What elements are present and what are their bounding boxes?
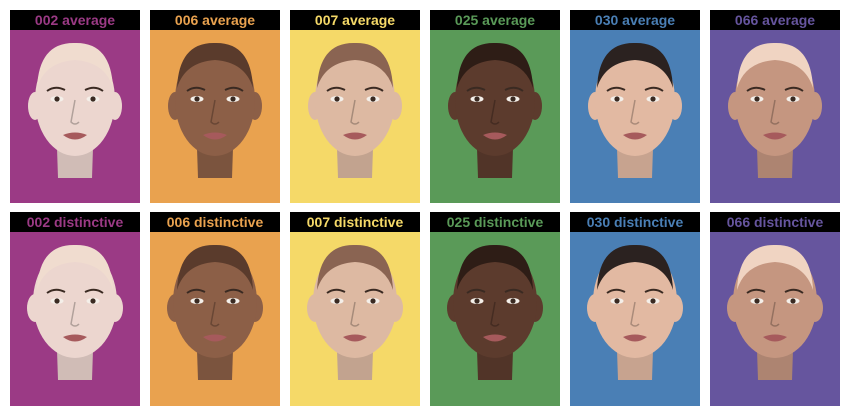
left-iris [54,298,59,303]
right-iris [650,96,655,101]
left-iris [754,298,759,303]
panel-label: 030 average [570,10,700,30]
panel-label: 002 distinctive [10,212,140,232]
face-panel-025-distinctive: 025 distinctive [430,212,560,406]
left-iris [194,96,199,101]
face-panel-030-average: 030 average [570,10,700,203]
right-iris [510,96,515,101]
right-iris [90,96,95,101]
face-illustration [725,240,825,385]
face-panel-025-average: 025 average [430,10,560,203]
panel-label: 006 average [150,10,280,30]
face-illustration [585,38,685,183]
panel-label: 066 distinctive [710,212,840,232]
panel-label: 007 distinctive [290,212,420,232]
panel-label: 025 distinctive [430,212,560,232]
face-illustration [305,240,405,385]
face-illustration [305,38,405,183]
face-illustration [585,240,685,385]
face-panel-002-average: 002 average [10,10,140,203]
face-panel-002-distinctive: 002 distinctive [10,212,140,406]
panel-label: 002 average [10,10,140,30]
right-iris [230,298,235,303]
face-illustration [725,38,825,183]
right-iris [90,298,95,303]
panel-label: 007 average [290,10,420,30]
right-iris [510,298,515,303]
left-iris [614,96,619,101]
face-panel-006-distinctive: 006 distinctive [150,212,280,406]
left-iris [194,298,199,303]
left-iris [614,298,619,303]
right-iris [790,96,795,101]
panel-label: 006 distinctive [150,212,280,232]
left-iris [754,96,759,101]
face-illustration [165,240,265,385]
face-illustration [445,240,545,385]
face-panel-030-distinctive: 030 distinctive [570,212,700,406]
right-iris [790,298,795,303]
left-iris [474,96,479,101]
left-iris [474,298,479,303]
face-illustration [165,38,265,183]
left-iris [54,96,59,101]
face-panel-006-average: 006 average [150,10,280,203]
left-iris [334,298,339,303]
left-iris [334,96,339,101]
right-iris [230,96,235,101]
right-iris [650,298,655,303]
face-panel-007-distinctive: 007 distinctive [290,212,420,406]
panel-label: 025 average [430,10,560,30]
face-panel-066-distinctive: 066 distinctive [710,212,840,406]
panel-label: 066 average [710,10,840,30]
panel-label: 030 distinctive [570,212,700,232]
face-illustration [445,38,545,183]
face-panel-007-average: 007 average [290,10,420,203]
right-iris [370,298,375,303]
face-panel-066-average: 066 average [710,10,840,203]
face-illustration [25,38,125,183]
face-illustration [25,240,125,385]
right-iris [370,96,375,101]
